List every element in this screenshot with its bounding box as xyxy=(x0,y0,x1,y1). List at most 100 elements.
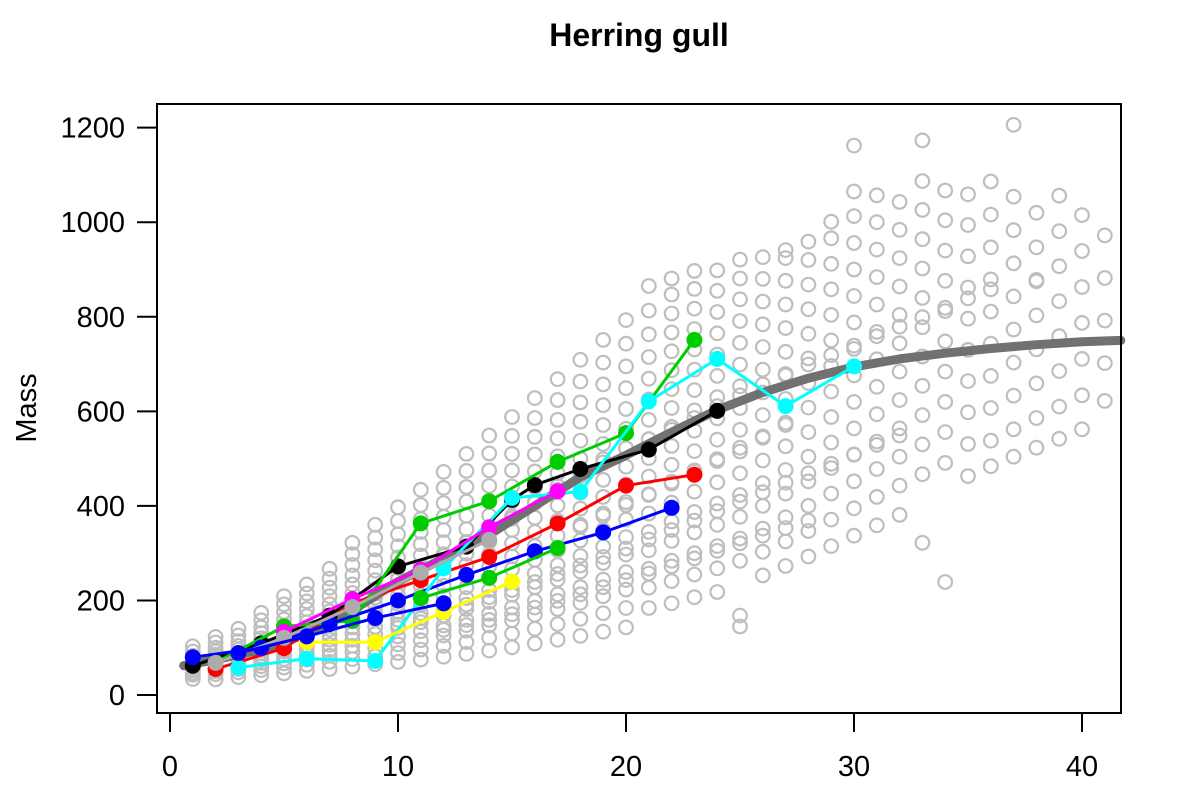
cloud-point xyxy=(572,413,589,430)
cloud-point xyxy=(686,566,703,583)
cloud-point xyxy=(868,328,885,345)
cloud-point xyxy=(412,497,429,513)
cloud-point xyxy=(709,431,726,448)
cloud-point xyxy=(846,500,862,517)
cloud-point xyxy=(526,574,543,590)
cloud-point xyxy=(504,606,520,623)
bird-blue-2-point xyxy=(298,628,315,645)
bird-blue-2 xyxy=(230,595,452,661)
cloud-point xyxy=(458,479,475,495)
cloud-point xyxy=(709,495,726,512)
cloud-point xyxy=(868,437,885,453)
cloud-point xyxy=(960,468,976,485)
cloud-point xyxy=(823,281,840,298)
cloud-point xyxy=(846,137,862,154)
cloud-point xyxy=(412,632,429,649)
cloud-point xyxy=(663,456,680,473)
cloud-point xyxy=(663,558,680,575)
cloud-point xyxy=(982,368,999,384)
cloud-point xyxy=(777,242,794,259)
cloud-point xyxy=(846,473,862,490)
cloud-point xyxy=(344,534,361,551)
cloud-point xyxy=(549,392,566,408)
y-tick-label: 1000 xyxy=(60,207,125,239)
cloud-point xyxy=(686,263,703,279)
cloud-point xyxy=(800,548,817,565)
cloud-point xyxy=(663,573,680,589)
cloud-point xyxy=(663,381,680,398)
cloud-point xyxy=(618,619,634,636)
bird-green-point xyxy=(412,515,429,532)
cloud-point xyxy=(1005,421,1022,438)
cloud-point xyxy=(777,343,794,360)
cloud-point xyxy=(937,574,954,590)
cloud-point xyxy=(800,448,817,465)
cloud-point xyxy=(800,252,817,268)
cloud-point xyxy=(891,193,908,210)
cloud-point xyxy=(390,513,406,529)
cloud-point xyxy=(572,518,589,535)
cloud-point xyxy=(777,272,794,289)
cloud-point xyxy=(937,242,954,259)
cloud-point xyxy=(1074,279,1090,295)
cloud-point xyxy=(663,305,680,322)
cloud-point xyxy=(686,443,703,460)
cloud-point xyxy=(640,560,657,577)
cloud-point xyxy=(1005,321,1022,338)
bird-cyan-point xyxy=(298,650,315,667)
cloud-point xyxy=(526,390,543,407)
cloud-point xyxy=(481,612,498,628)
cloud-point xyxy=(481,445,498,462)
cloud-point xyxy=(412,536,429,553)
cloud-point xyxy=(754,361,771,378)
cloud-point xyxy=(960,279,976,296)
cloud-point xyxy=(800,424,817,441)
cloud-point xyxy=(914,407,931,424)
cloud-point xyxy=(572,628,589,644)
cloud-point xyxy=(663,362,680,379)
cloud-point xyxy=(846,420,862,437)
cloud-point xyxy=(618,581,634,598)
cloud-point xyxy=(800,399,817,416)
cloud-point xyxy=(800,301,817,318)
cloud-point xyxy=(481,642,498,659)
bird-blue-2-point xyxy=(367,610,384,626)
cloud-point xyxy=(982,206,999,223)
cloud-point xyxy=(732,465,748,482)
cloud-point xyxy=(914,290,931,306)
cloud-point xyxy=(549,616,566,632)
cloud-point xyxy=(732,378,748,395)
cloud-point xyxy=(709,368,726,384)
bird-black-point xyxy=(526,477,543,494)
cloud-point xyxy=(572,432,589,449)
cloud-point xyxy=(618,380,634,397)
cloud-point xyxy=(595,417,612,433)
cloud-point xyxy=(663,533,680,549)
cloud-point xyxy=(846,446,862,463)
cloud-point xyxy=(754,316,771,333)
x-tick-label: 30 xyxy=(838,751,870,783)
bird-yellow-point xyxy=(367,634,384,651)
cloud-point xyxy=(982,458,999,475)
cloud-point xyxy=(732,552,748,569)
cloud-point xyxy=(207,634,224,651)
x-tick-label: 20 xyxy=(610,751,642,783)
cloud-point xyxy=(412,641,429,658)
cloud-point xyxy=(709,282,726,299)
cloud-point xyxy=(960,436,976,452)
cloud-point xyxy=(549,557,566,573)
bird-black-point xyxy=(640,441,657,458)
cloud-point xyxy=(960,290,976,307)
cloud-point xyxy=(1074,387,1090,404)
cloud-point xyxy=(914,173,931,190)
bird-blue-point xyxy=(458,566,475,583)
cloud-point xyxy=(344,631,361,648)
bird-gray-point xyxy=(481,531,498,548)
bird-blue-2-point xyxy=(435,595,452,612)
cloud-point xyxy=(640,302,657,319)
cloud-point xyxy=(663,522,680,538)
cloud-point xyxy=(549,593,566,609)
cloud-point xyxy=(663,400,680,416)
bird-gray-point xyxy=(344,599,361,616)
cloud-point xyxy=(1096,270,1113,286)
